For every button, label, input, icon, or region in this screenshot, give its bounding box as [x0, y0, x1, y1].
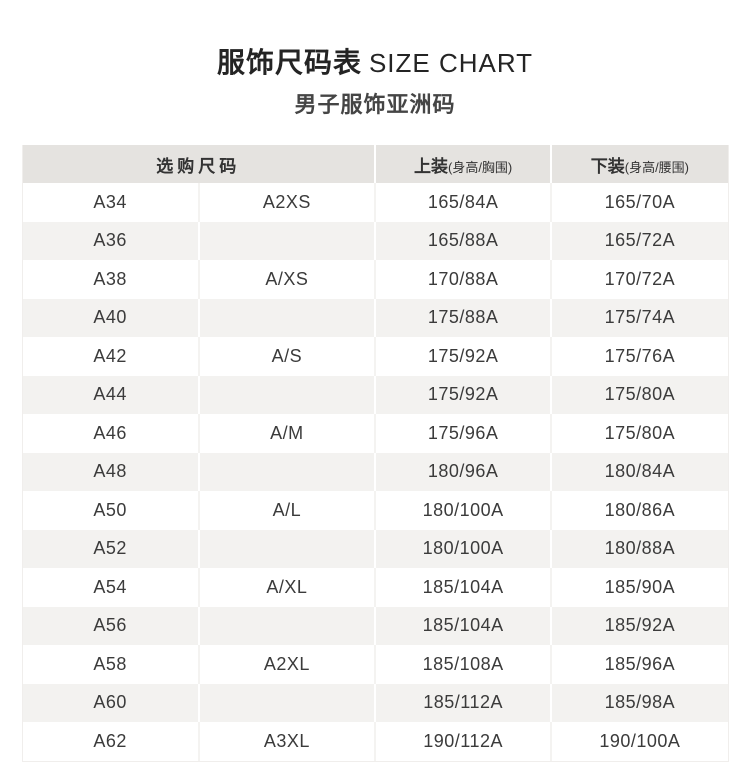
top-size-cell: 180/96A [375, 452, 553, 491]
table-row: A38 A/XS 170/88A 170/72A [22, 260, 728, 299]
bottom-size-cell: 165/72A [604, 230, 676, 251]
intl-size-cell [198, 452, 377, 491]
size-code-cell: A46 [22, 414, 200, 453]
intl-size-cell: A/L [198, 491, 377, 530]
intl-size-cell [198, 683, 377, 722]
table-row: A44 175/92A 175/80A [22, 375, 728, 414]
size-code-cell: A60 [22, 683, 200, 722]
intl-size-cell: A2XL [198, 645, 377, 684]
size-table-head: 选购尺码 上装(身高/胸围) 下装(身高/腰围) [22, 145, 728, 183]
intl-size-cell [198, 375, 377, 414]
top-size-cell: 190/112A [375, 722, 553, 761]
top-size-cell: 175/92A [375, 375, 553, 414]
table-row: A48 180/96A 180/84A [22, 452, 728, 491]
size-code-cell: A40 [22, 298, 200, 337]
top-size-cell: 185/108A [375, 645, 553, 684]
size-code-cell: A58 [22, 645, 200, 684]
bottom-size-cell: 185/92A [604, 615, 676, 636]
size-code-cell: A34 [22, 183, 200, 222]
size-chart-table: 选购尺码 上装(身高/胸围) 下装(身高/腰围) A34 A2XS 165/84A 1… [22, 145, 728, 761]
bottom-size-cell: 180/88A [604, 538, 676, 559]
table-row: A40 175/88A 175/74A [22, 298, 728, 337]
size-table-container: 选购尺码 上装(身高/胸围) 下装(身高/腰围) A34 A2XS 165/84A 1… [21, 145, 729, 762]
top-size-cell: 175/92A [375, 337, 553, 376]
size-code-cell: A38 [22, 260, 200, 299]
table-row: A62 A3XL 190/112A 190/100A [22, 722, 728, 761]
size-code-cell: A54 [22, 568, 200, 607]
intl-size-cell [198, 221, 377, 260]
top-size-cell: 170/88A [375, 260, 553, 299]
header-top-label: 上装 [413, 156, 448, 176]
top-size-cell: 185/112A [375, 683, 553, 722]
size-table-body: A34 A2XS 165/84A 165/70A A36 165/88A 165/72A A3… [22, 183, 728, 761]
bottom-size-cell: 175/80A [604, 384, 676, 405]
bottom-size-cell: 185/96A [604, 653, 676, 674]
intl-size-cell: A/S [198, 337, 377, 376]
top-size-cell: 175/96A [375, 414, 553, 453]
header-cell-top: 上装(身高/胸围) [375, 145, 553, 183]
bottom-size-cell: 190/100A [599, 730, 681, 751]
table-row: A60 185/112A 185/98A [22, 683, 728, 722]
size-code-cell: A50 [22, 491, 200, 530]
top-size-cell: 165/88A [375, 221, 553, 260]
header-cell-size-code: 选购尺码 [22, 145, 376, 183]
page-title-cn: 服饰尺码表 [216, 47, 362, 78]
top-size-cell: 175/88A [375, 298, 553, 337]
top-size-cell: 165/84A [375, 183, 553, 222]
top-size-cell: 180/100A [375, 529, 553, 568]
page-title: 服饰尺码表 SIZE CHART [0, 44, 750, 78]
header-bottom-note: (身高/腰围) [624, 159, 690, 175]
table-row: A42 A/S 175/92A 175/76A [22, 337, 728, 376]
size-code-cell: A56 [22, 606, 200, 645]
bottom-size-cell: 180/86A [604, 499, 676, 520]
table-row: A34 A2XS 165/84A 165/70A [22, 183, 728, 222]
top-size-cell: 185/104A [375, 568, 553, 607]
intl-size-cell: A/XS [198, 260, 377, 299]
table-row: A52 180/100A 180/88A [22, 529, 728, 568]
top-size-cell: 180/100A [375, 491, 553, 530]
table-row: A58 A2XL 185/108A 185/96A [22, 645, 728, 684]
intl-size-cell [198, 529, 377, 568]
bottom-size-cell: 170/72A [604, 268, 676, 289]
header-bottom-label: 下装 [590, 156, 625, 176]
intl-size-cell: A3XL [198, 722, 377, 761]
header-cell-bottom: 下装(身高/腰围) [551, 145, 728, 183]
bottom-size-cell: 175/76A [604, 345, 676, 366]
bottom-size-cell: 185/98A [604, 692, 676, 713]
size-code-cell: A62 [22, 722, 200, 761]
table-header-row: 选购尺码 上装(身高/胸围) 下装(身高/腰围) [22, 145, 728, 183]
intl-size-cell: A2XS [198, 183, 377, 222]
size-code-cell: A42 [22, 337, 200, 376]
header-top-note: (身高/胸围) [447, 159, 513, 175]
intl-size-cell: A/M [198, 414, 377, 453]
table-row: A56 185/104A 185/92A [22, 606, 728, 645]
intl-size-cell: A/XL [198, 568, 377, 607]
size-code-cell: A44 [22, 375, 200, 414]
intl-size-cell [198, 606, 377, 645]
table-row: A36 165/88A 165/72A [22, 221, 728, 260]
bottom-size-cell: 180/84A [604, 461, 676, 482]
page-title-en: SIZE CHART [368, 48, 534, 78]
table-row: A50 A/L 180/100A 180/86A [22, 491, 728, 530]
size-code-cell: A36 [22, 221, 200, 260]
bottom-size-cell: 185/90A [604, 576, 676, 597]
top-size-cell: 185/104A [375, 606, 553, 645]
size-code-cell: A52 [22, 529, 200, 568]
intl-size-cell [198, 298, 377, 337]
bottom-size-cell: 175/74A [604, 307, 676, 328]
table-row: A46 A/M 175/96A 175/80A [22, 414, 728, 453]
bottom-size-cell: 175/80A [604, 422, 676, 443]
table-row: A54 A/XL 185/104A 185/90A [22, 568, 728, 607]
page-subtitle: 男子服饰亚洲码 [294, 92, 456, 117]
size-code-cell: A48 [22, 452, 200, 491]
bottom-size-cell: 165/70A [604, 191, 676, 212]
